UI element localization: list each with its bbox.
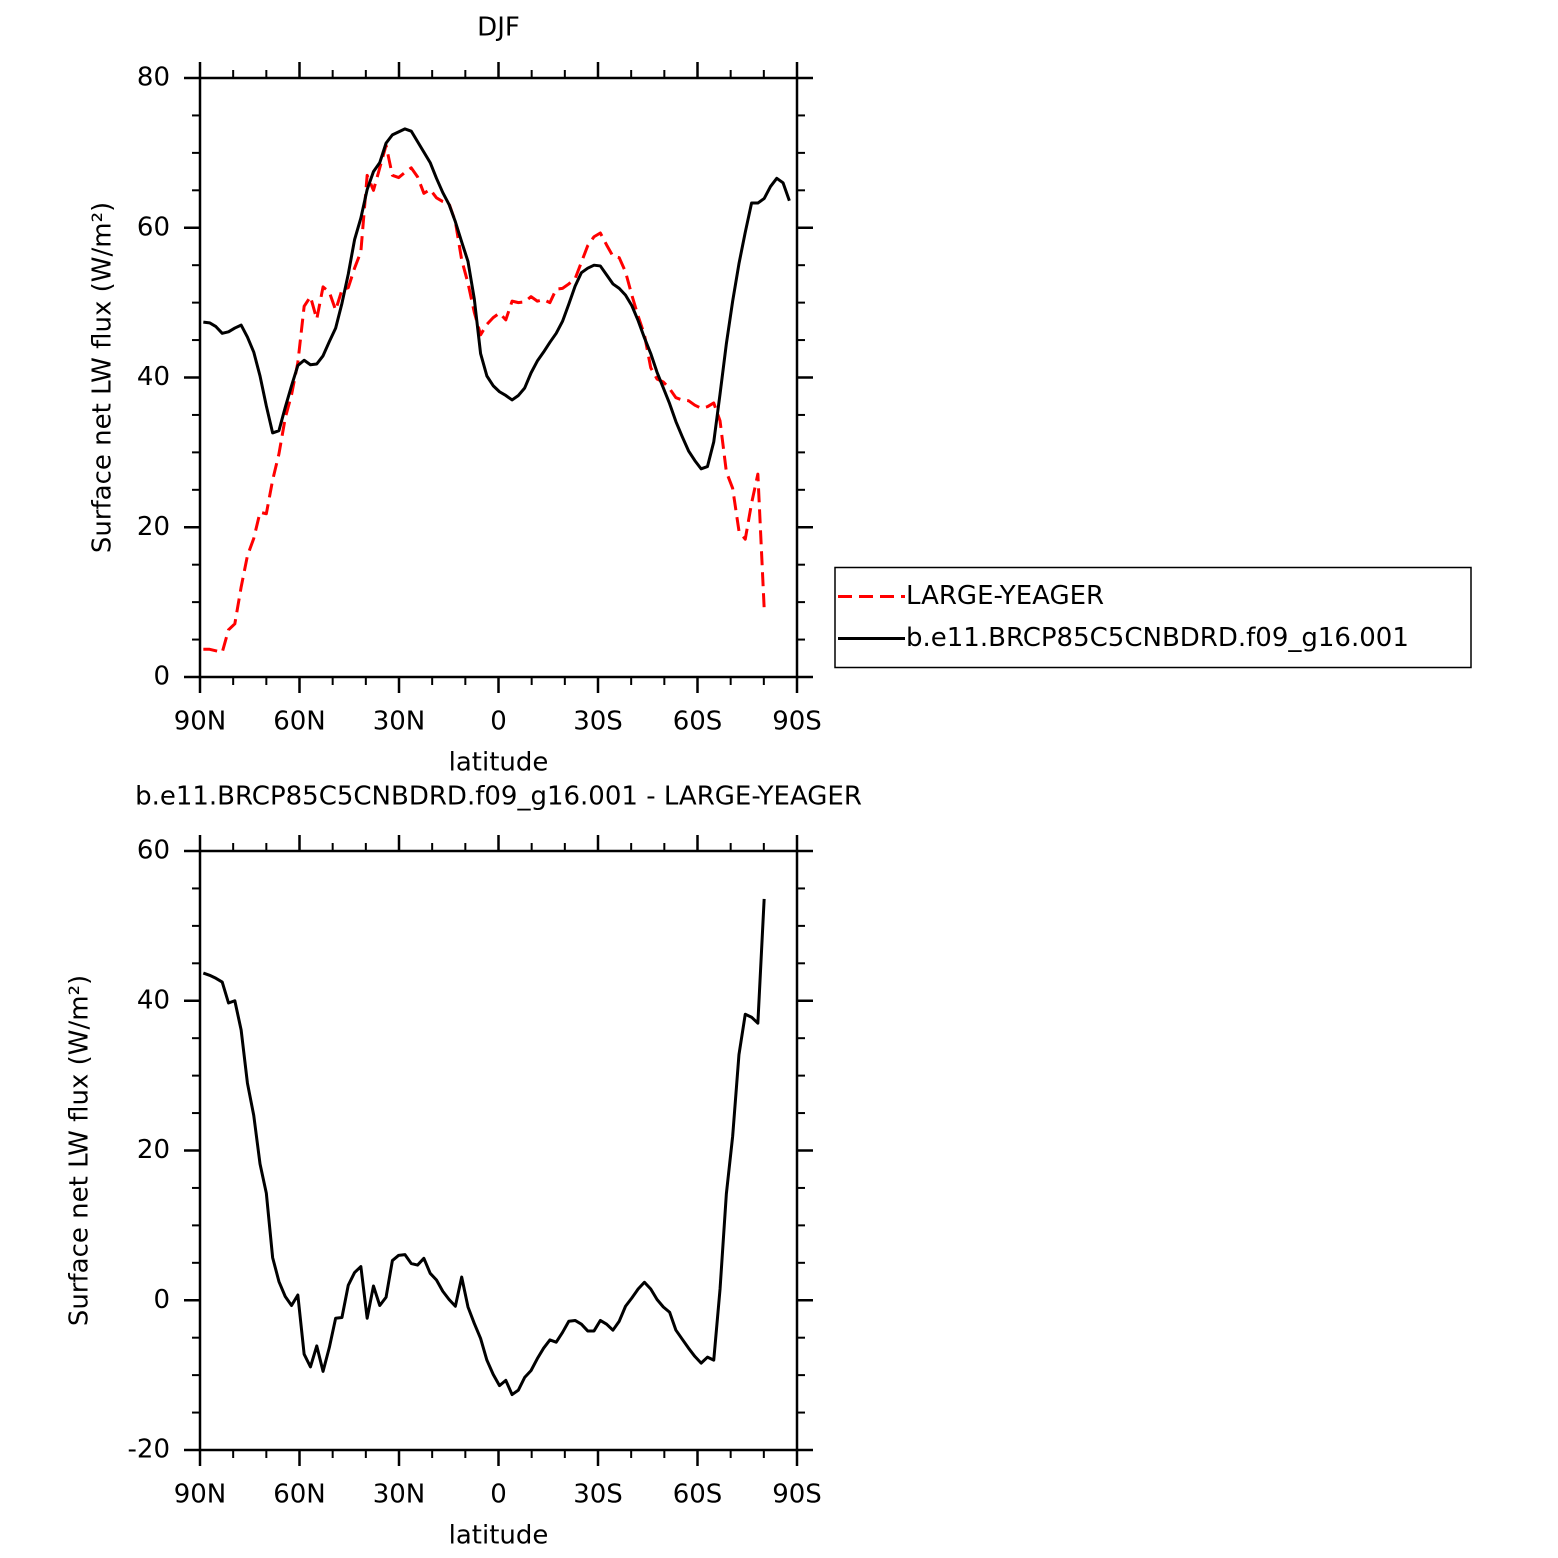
plot-frame [198, 849, 799, 1452]
x-axis-label: latitude [449, 1521, 549, 1551]
y-tick-label: 20 [137, 1135, 170, 1165]
y-axis-label: Surface net LW flux (W/m²) [65, 975, 95, 1326]
y-tick-label: 80 [137, 63, 170, 93]
y-tick-label: -20 [128, 1435, 170, 1465]
x-tick-label: 0 [490, 707, 507, 737]
data-line [203, 127, 791, 471]
x-tick-label: 30S [573, 707, 623, 737]
x-tick-label: 30N [373, 707, 426, 737]
x-axis-label: latitude [449, 748, 549, 778]
y-tick-label: 0 [153, 1285, 170, 1315]
x-tick-label: 90N [174, 707, 227, 737]
legend-label: LARGE-YEAGER [906, 581, 1104, 611]
y-tick-label: 40 [137, 985, 170, 1015]
y-tick-label: 60 [137, 836, 170, 866]
y-tick-label: 0 [153, 662, 170, 692]
plot-frame [198, 76, 799, 679]
legend-box [834, 566, 1472, 669]
x-tick-label: 30S [573, 1480, 623, 1510]
x-tick-label: 90S [772, 1480, 822, 1510]
chart-title: DJF [477, 13, 520, 43]
x-tick-label: 0 [490, 1480, 507, 1510]
legend: LARGE-YEAGER b.e11.BRCP85C5CNBDRD.f09_g16… [834, 566, 1472, 669]
y-tick-label: 20 [137, 512, 170, 542]
y-axis-label: Surface net LW flux (W/m²) [88, 202, 118, 553]
x-tick-label: 90S [772, 707, 822, 737]
y-tick-label: 40 [137, 362, 170, 392]
y-tick-label: 60 [137, 212, 170, 242]
x-tick-label: 90N [174, 1480, 227, 1510]
x-tick-label: 60S [673, 707, 723, 737]
x-tick-label: 60N [273, 707, 326, 737]
x-tick-label: 60S [673, 1480, 723, 1510]
x-tick-label: 60N [273, 1480, 326, 1510]
data-line [202, 898, 766, 1397]
legend-label: b.e11.BRCP85C5CNBDRD.f09_g16.001 [906, 623, 1409, 653]
chart-title: b.e11.BRCP85C5CNBDRD.f09_g16.001 - LARGE… [135, 782, 862, 812]
x-tick-label: 30N [373, 1480, 426, 1510]
